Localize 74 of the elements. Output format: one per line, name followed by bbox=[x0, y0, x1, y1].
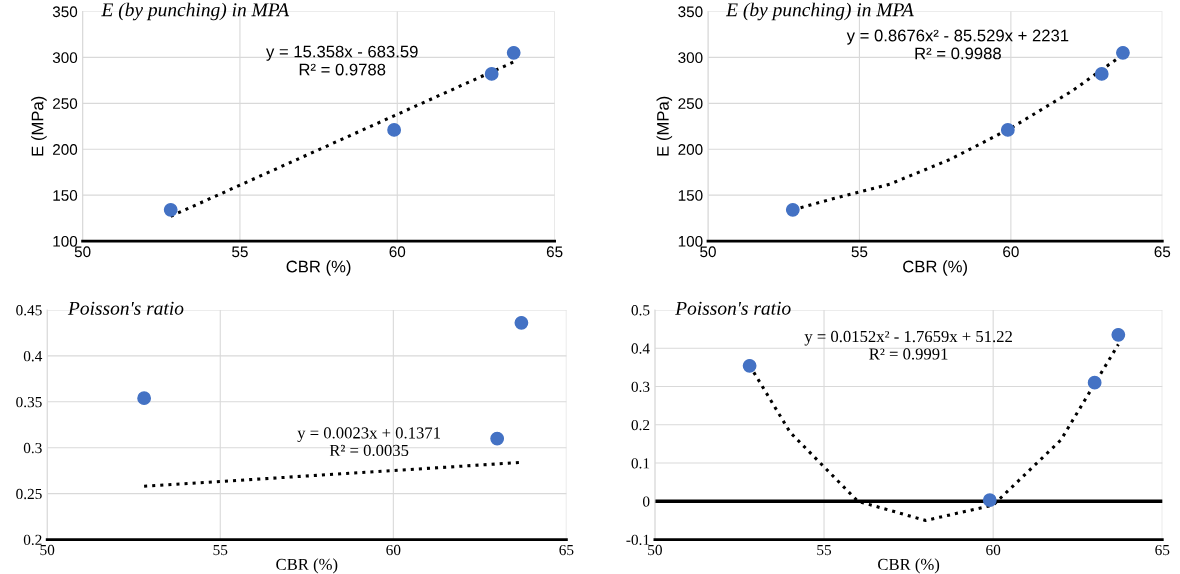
x-tick-label: 65 bbox=[1155, 544, 1170, 556]
annotation: R² = 0.9988 bbox=[915, 47, 1001, 60]
y-tick-label: 0.3 bbox=[23, 442, 42, 454]
point bbox=[1116, 45, 1130, 60]
y-tick-label: 150 bbox=[678, 190, 703, 201]
x-tick-label: 55 bbox=[817, 545, 832, 556]
y-tick-label: 300 bbox=[52, 52, 78, 64]
y-tick-label: 150 bbox=[53, 190, 78, 201]
annotation: R² = 0.9788 bbox=[299, 63, 386, 76]
y-tick-label: 250 bbox=[678, 98, 703, 110]
x-axis-title: CBR (%) bbox=[878, 558, 940, 574]
annotation: y = 0.8676x² - 85.529x + 2231 bbox=[846, 29, 1069, 45]
annotation: R² = 0.0035 bbox=[329, 444, 409, 457]
x-tick-label: 60 bbox=[986, 544, 1001, 556]
y-tick-label: 200 bbox=[678, 144, 703, 155]
x-tick-label: 50 bbox=[700, 246, 716, 258]
annotation: y = 15.358x - 683.59 bbox=[266, 45, 418, 61]
point bbox=[484, 67, 499, 81]
y-tick-label: 0.35 bbox=[16, 396, 42, 408]
y-tick-label: 0.45 bbox=[16, 305, 42, 316]
point bbox=[982, 493, 997, 508]
y-axis-title: E (MPa) bbox=[656, 96, 673, 156]
x-tick-label: 60 bbox=[1003, 246, 1019, 258]
annotation: R² = 0.9991 bbox=[869, 348, 948, 360]
point bbox=[1087, 375, 1102, 390]
y-axis-title: E (MPa) bbox=[31, 96, 47, 156]
x-tick-label: 55 bbox=[232, 246, 248, 258]
chart-title: Poisson's ratio bbox=[67, 301, 184, 315]
chart-title: E (by punching) in MPA bbox=[725, 2, 914, 21]
y-tick-label: 0.4 bbox=[23, 351, 43, 362]
y-tick-label: 300 bbox=[678, 52, 703, 64]
y-tick-label: 0.2 bbox=[23, 534, 42, 546]
x-tick-label: 55 bbox=[213, 545, 228, 556]
y-tick-label: 0.4 bbox=[631, 343, 650, 354]
x-tick-label: 60 bbox=[386, 544, 401, 556]
x-tick-label: 55 bbox=[851, 246, 868, 258]
annotation: y = 0.0152x² - 1.7659x + 51.22 bbox=[804, 330, 1012, 346]
y-tick-label: 0.1 bbox=[631, 458, 650, 469]
point bbox=[506, 45, 521, 60]
chart-title: E (by punching) in MPA bbox=[101, 2, 290, 21]
point bbox=[785, 202, 800, 217]
y-tick-label: 0 bbox=[642, 496, 650, 507]
y-tick-label: 0.25 bbox=[16, 488, 42, 500]
x-axis-title: CBR (%) bbox=[276, 558, 338, 574]
y-tick-label: 0.3 bbox=[631, 381, 650, 393]
chart-title: Poisson's ratio bbox=[675, 301, 791, 315]
point bbox=[1094, 67, 1109, 81]
y-tick-label: 100 bbox=[53, 235, 78, 247]
y-tick-label: 0.2 bbox=[631, 419, 650, 431]
y-tick-label: 350 bbox=[678, 6, 703, 18]
point bbox=[137, 391, 152, 406]
y-tick-label: 200 bbox=[53, 144, 78, 155]
point bbox=[1111, 327, 1126, 342]
point bbox=[490, 431, 505, 446]
point bbox=[387, 123, 402, 137]
x-tick-label: 65 bbox=[559, 544, 574, 556]
x-axis-title: CBR (%) bbox=[903, 260, 967, 276]
annotation: y = 0.0023x + 0.1371 bbox=[297, 427, 440, 442]
x-axis-title: CBR (%) bbox=[286, 260, 351, 276]
y-tick-label: 350 bbox=[52, 6, 78, 18]
x-tick-label: 65 bbox=[546, 246, 563, 258]
x-tick-label: 50 bbox=[648, 544, 662, 556]
y-tick-label: -0.1 bbox=[626, 534, 650, 546]
point bbox=[514, 315, 529, 330]
x-tick-label: 65 bbox=[1154, 246, 1171, 258]
point bbox=[163, 202, 178, 217]
x-tick-label: 50 bbox=[74, 246, 91, 258]
y-tick-label: 250 bbox=[53, 98, 78, 110]
point bbox=[742, 358, 757, 373]
x-tick-label: 50 bbox=[40, 544, 55, 556]
y-tick-label: 0.5 bbox=[631, 305, 650, 316]
x-tick-label: 60 bbox=[389, 246, 406, 258]
point bbox=[1000, 123, 1015, 137]
y-tick-label: 100 bbox=[678, 235, 703, 247]
